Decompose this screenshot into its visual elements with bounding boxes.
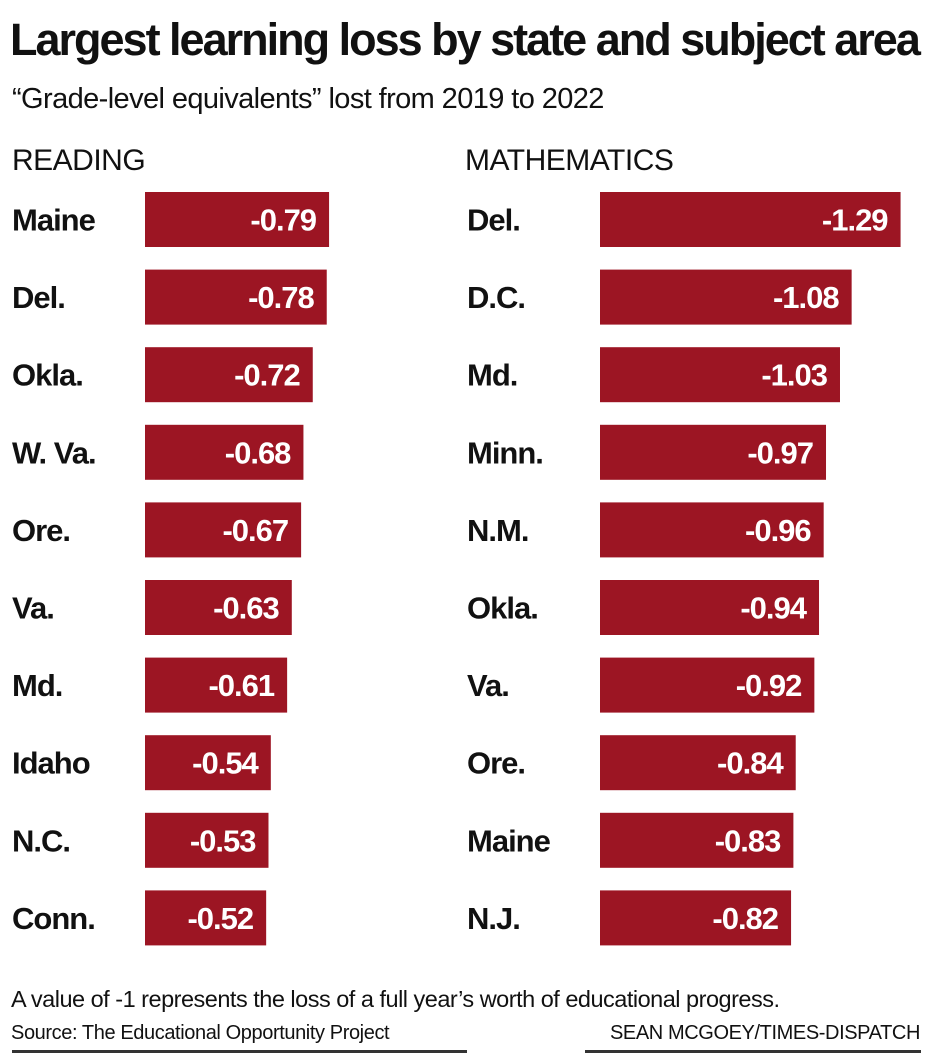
math-bar-value-label: -0.97 (747, 435, 813, 470)
reading-bar (145, 424, 304, 480)
reading-category-label: Ore. (12, 513, 70, 548)
math-bar-value-label: -0.96 (745, 513, 811, 548)
math-category-label: Va. (467, 668, 509, 703)
math-category-label: Md. (467, 358, 517, 393)
math-category-label: D.C. (467, 280, 525, 315)
credit-line: SEAN MCGOEY/TIMES-DISPATCH (609, 1022, 920, 1044)
math-bar-value-label: -0.84 (717, 746, 784, 781)
math-bar (600, 269, 852, 325)
math-bar (600, 657, 815, 713)
cut-off-text-row (0, 1050, 928, 1056)
math-bar (600, 192, 901, 247)
reading-bar (145, 192, 330, 247)
footnote: A value of -1 represents the loss of a f… (11, 986, 780, 1012)
math-bar (600, 580, 820, 635)
reading-bar-value-label: -0.79 (250, 203, 316, 238)
reading-bar (145, 502, 302, 558)
math-bar (600, 812, 794, 868)
reading-category-label: Okla. (12, 358, 83, 393)
bar-charts: READING Maine -0.79 Del. -0.78 Okla. -0.72 W. V… (12, 144, 901, 946)
cut-off-text-left (12, 1050, 467, 1053)
chart-title: Largest learning loss by state and subje… (10, 14, 921, 65)
math-panel: MATHEMATICS Del. -1.29 D.C. -1.08 Md. -1.03 Min… (465, 144, 901, 946)
math-category-label: Maine (467, 823, 551, 858)
reading-category-label: Idaho (12, 746, 90, 781)
math-panel-label: MATHEMATICS (465, 144, 673, 177)
reading-bar-value-label: -0.68 (225, 435, 291, 470)
math-bar (600, 890, 792, 946)
math-category-label: Minn. (467, 435, 543, 470)
reading-category-label: Md. (12, 668, 62, 703)
math-category-label: N.J. (467, 901, 520, 936)
math-bar-value-label: -0.92 (736, 668, 802, 703)
math-bar-value-label: -0.94 (740, 591, 807, 626)
math-bar (600, 735, 796, 791)
reading-category-label: W. Va. (12, 435, 96, 470)
reading-category-label: Conn. (12, 901, 95, 936)
reading-bar-value-label: -0.78 (248, 280, 314, 315)
math-bar-value-label: -1.29 (822, 203, 888, 238)
math-bar-value-label: -0.83 (715, 823, 781, 858)
reading-bar (145, 657, 288, 713)
math-bar-value-label: -1.08 (773, 280, 839, 315)
reading-bar-value-label: -0.67 (222, 513, 288, 548)
math-category-label: Okla. (467, 591, 538, 626)
reading-category-label: Va. (12, 591, 54, 626)
reading-bar-value-label: -0.54 (192, 746, 259, 781)
reading-category-label: Del. (12, 280, 65, 315)
reading-panel-label: READING (12, 144, 145, 177)
reading-bar-value-label: -0.52 (187, 901, 253, 936)
reading-bar (145, 580, 292, 635)
cut-off-text-right (585, 1050, 921, 1053)
math-category-label: Ore. (467, 746, 525, 781)
reading-bar-value-label: -0.53 (190, 823, 256, 858)
math-category-label: N.M. (467, 513, 528, 548)
reading-panel: READING Maine -0.79 Del. -0.78 Okla. -0.72 W. V… (12, 144, 330, 946)
reading-bar (145, 890, 267, 946)
source-note: Source: The Educational Opportunity Proj… (11, 1022, 390, 1044)
math-bar (600, 347, 840, 403)
reading-bar-value-label: -0.63 (213, 591, 279, 626)
math-category-label: Del. (467, 203, 520, 238)
reading-bar-value-label: -0.72 (234, 358, 300, 393)
reading-bar (145, 812, 269, 868)
reading-bar (145, 735, 271, 791)
reading-bar (145, 347, 313, 403)
reading-bar-value-label: -0.61 (208, 668, 274, 703)
math-bar (600, 502, 824, 558)
reading-category-label: Maine (12, 203, 96, 238)
chart-subtitle: “Grade-level equivalents” lost from 2019… (12, 83, 604, 115)
reading-bar (145, 269, 327, 325)
reading-category-label: N.C. (12, 823, 70, 858)
math-bar-value-label: -1.03 (761, 358, 827, 393)
math-bar-value-label: -0.82 (712, 901, 778, 936)
math-bar (600, 424, 827, 480)
